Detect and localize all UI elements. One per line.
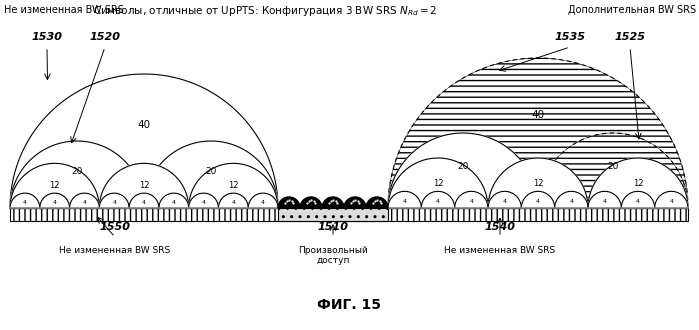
Polygon shape (388, 133, 538, 208)
Text: 40: 40 (138, 120, 150, 130)
Bar (278, 208, 388, 221)
Polygon shape (588, 191, 621, 208)
Text: 4: 4 (82, 200, 87, 205)
Polygon shape (159, 193, 189, 208)
Text: Дополнительная BW SRS: Дополнительная BW SRS (568, 5, 696, 15)
Text: Не измененная BW SRS: Не измененная BW SRS (59, 246, 171, 255)
Polygon shape (40, 193, 70, 208)
Polygon shape (10, 74, 278, 208)
Text: 4: 4 (201, 200, 206, 205)
Text: 1540: 1540 (484, 222, 515, 232)
Polygon shape (454, 191, 488, 208)
Polygon shape (322, 197, 344, 208)
Text: 20: 20 (71, 167, 82, 176)
Polygon shape (300, 197, 322, 208)
Polygon shape (10, 163, 99, 208)
Polygon shape (388, 158, 488, 208)
Text: 4: 4 (603, 199, 607, 204)
Text: Произвольный
доступ: Произвольный доступ (298, 246, 368, 265)
Text: 4: 4 (231, 200, 236, 205)
Text: 12: 12 (228, 181, 238, 190)
Polygon shape (248, 193, 278, 208)
Text: Символы, отличные от UpPTS: Конфигурация 3 BW SRS $N_{Rd}=2$: Символы, отличные от UpPTS: Конфигурация… (93, 4, 437, 18)
Polygon shape (10, 193, 40, 208)
Polygon shape (189, 163, 278, 208)
Text: 12: 12 (533, 179, 543, 187)
Text: 12: 12 (633, 179, 643, 187)
Polygon shape (344, 197, 366, 208)
Text: 12: 12 (433, 179, 443, 187)
Text: 4: 4 (670, 199, 673, 204)
Polygon shape (366, 197, 388, 208)
Text: 4: 4 (503, 199, 507, 204)
Text: ФИГ. 15: ФИГ. 15 (317, 298, 381, 312)
Polygon shape (488, 158, 588, 208)
Text: 40: 40 (531, 110, 545, 120)
Polygon shape (10, 141, 144, 208)
Text: 4: 4 (113, 200, 116, 205)
Text: 4: 4 (142, 200, 146, 205)
Text: 4: 4 (636, 199, 640, 204)
Polygon shape (144, 141, 278, 208)
Polygon shape (219, 193, 248, 208)
Text: 4: 4 (403, 199, 407, 204)
Text: 4: 4 (261, 200, 265, 205)
Polygon shape (621, 191, 655, 208)
Text: 12: 12 (50, 181, 60, 190)
Polygon shape (99, 163, 189, 208)
Polygon shape (655, 191, 688, 208)
Bar (10, 208, 688, 221)
Text: 4: 4 (52, 200, 57, 205)
Text: 4: 4 (436, 199, 440, 204)
Polygon shape (488, 191, 521, 208)
Text: 20: 20 (457, 162, 469, 171)
Text: Не измененная BW SRS: Не измененная BW SRS (445, 246, 556, 255)
Text: 1535: 1535 (554, 32, 586, 42)
Polygon shape (421, 191, 454, 208)
Text: 1530: 1530 (31, 32, 62, 42)
Text: 4: 4 (469, 199, 473, 204)
Polygon shape (189, 193, 219, 208)
Text: 1510: 1510 (317, 222, 349, 232)
Text: 4: 4 (23, 200, 27, 205)
Text: 1520: 1520 (89, 32, 120, 42)
Polygon shape (99, 193, 129, 208)
Text: 1550: 1550 (99, 222, 131, 232)
Text: Не измененная BW SRS: Не измененная BW SRS (4, 5, 124, 15)
Polygon shape (521, 191, 555, 208)
Polygon shape (70, 193, 99, 208)
Text: 4: 4 (536, 199, 540, 204)
Text: 12: 12 (138, 181, 150, 190)
Text: 4: 4 (569, 199, 573, 204)
Polygon shape (129, 193, 159, 208)
Polygon shape (388, 58, 688, 208)
Polygon shape (538, 133, 688, 208)
Text: 20: 20 (607, 162, 619, 171)
Text: 1525: 1525 (614, 32, 645, 42)
Polygon shape (588, 158, 688, 208)
Text: 20: 20 (206, 167, 217, 176)
Polygon shape (388, 191, 421, 208)
Polygon shape (278, 197, 300, 208)
Polygon shape (555, 191, 588, 208)
Text: 4: 4 (172, 200, 175, 205)
